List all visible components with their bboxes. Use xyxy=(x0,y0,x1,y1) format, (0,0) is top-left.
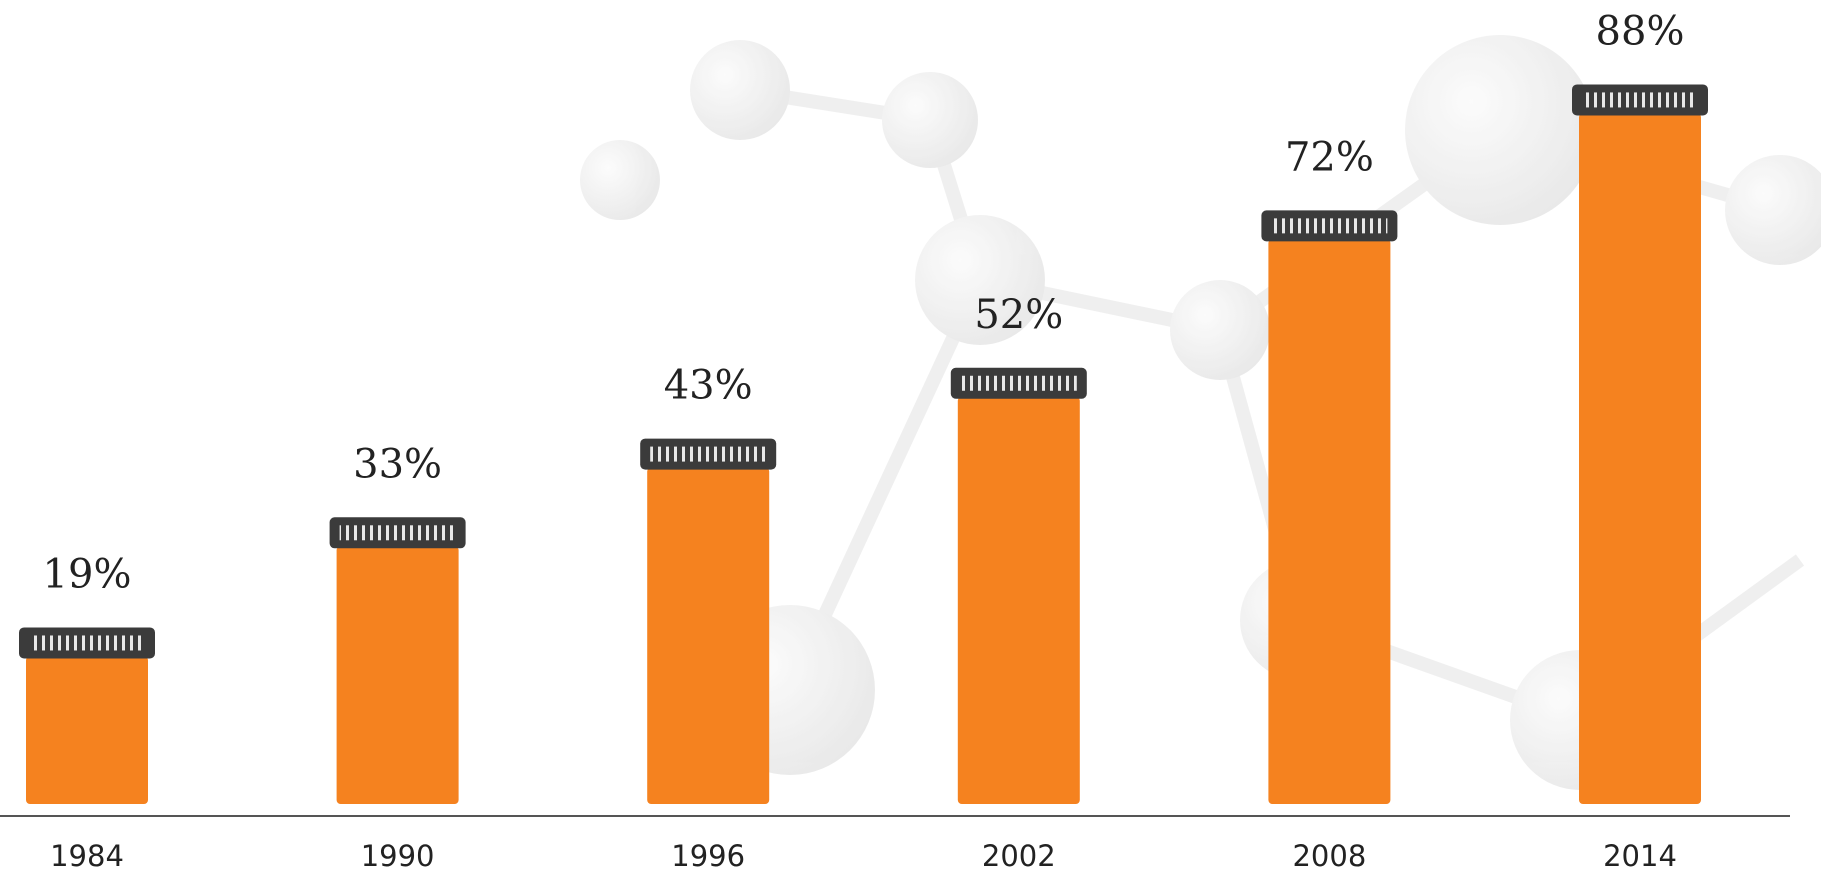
bar xyxy=(957,396,1080,804)
value-label: 72% xyxy=(1285,134,1374,180)
bar xyxy=(647,467,770,804)
value-label: 52% xyxy=(974,292,1063,338)
cap-ridges xyxy=(339,525,456,541)
x-tick-label: 1984 xyxy=(50,839,124,872)
cap-ridges xyxy=(1582,92,1698,108)
cap-ridges xyxy=(1271,218,1388,234)
cap-ridges xyxy=(650,446,767,462)
bar xyxy=(336,546,459,804)
bar xyxy=(1268,239,1391,805)
x-tick-label: 1990 xyxy=(361,839,435,872)
bar xyxy=(1579,113,1701,804)
x-tick-label: 2008 xyxy=(1292,839,1366,872)
value-label: 19% xyxy=(43,551,132,597)
x-tick-label: 1996 xyxy=(671,839,745,872)
value-label: 88% xyxy=(1596,8,1685,54)
value-label: 33% xyxy=(353,441,442,487)
bar xyxy=(26,656,148,804)
cap-ridges xyxy=(960,375,1077,391)
value-label: 43% xyxy=(664,363,753,409)
x-tick-label: 2014 xyxy=(1603,839,1677,872)
cap-ridges xyxy=(29,635,145,651)
x-tick-label: 2002 xyxy=(982,839,1056,872)
